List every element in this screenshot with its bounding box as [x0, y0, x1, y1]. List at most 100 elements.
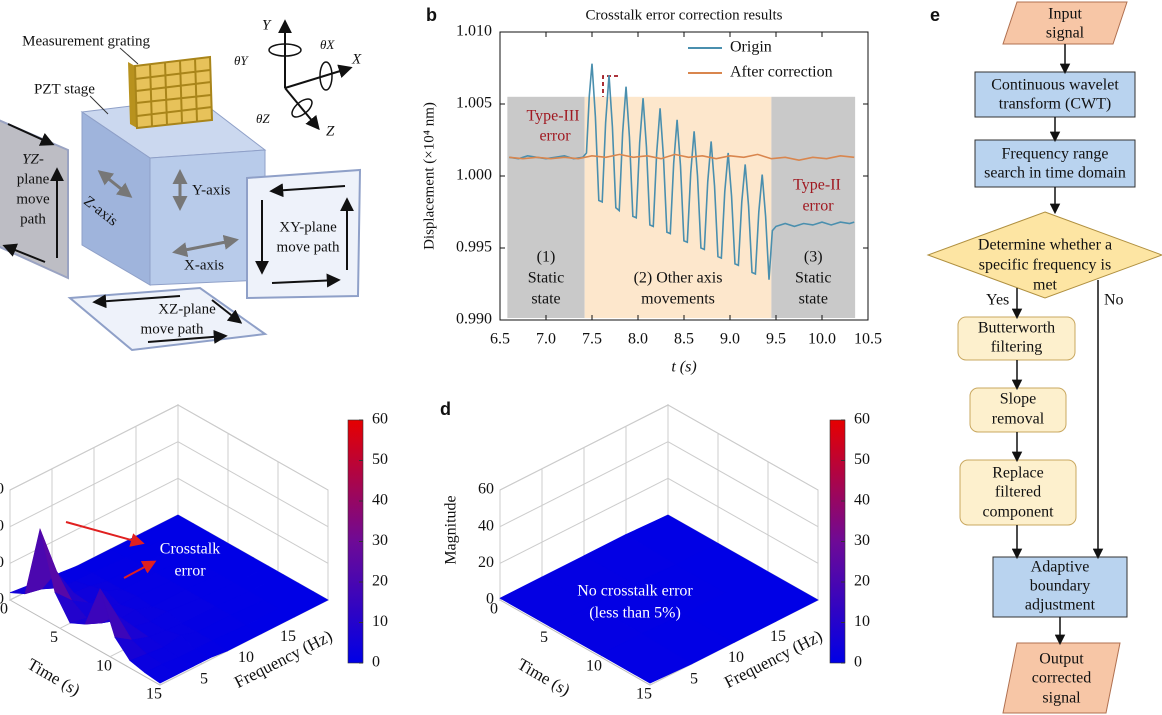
coord-label: θX	[320, 37, 335, 52]
colorbar-tick-label: 0	[854, 654, 862, 671]
z-tick-label: 40	[478, 517, 494, 534]
yz-plane-label: move	[16, 191, 50, 207]
coord-axis	[284, 87, 320, 131]
node-label: adjustment	[1025, 597, 1096, 614]
node-label: corrected	[1032, 670, 1092, 687]
decision-node	[926, 211, 1162, 299]
annotation: Crosstalk	[160, 541, 220, 558]
node-label: Slope	[1000, 391, 1036, 408]
region	[771, 96, 856, 318]
time-tick-label: 0	[0, 601, 8, 618]
series-line	[509, 153, 855, 161]
node-label: signal	[1042, 690, 1081, 707]
node-label: component	[982, 504, 1054, 521]
rotation-mark	[319, 61, 333, 91]
time-tick-label: 15	[146, 686, 162, 703]
time-axis-title: Time (s)	[24, 655, 83, 700]
x-tick-label: 10.5	[854, 331, 882, 348]
time-tick-label: 5	[540, 629, 548, 646]
colorbar-tick-label: 40	[372, 492, 388, 509]
region-label: Static	[528, 270, 564, 287]
colorbar-tick-label: 50	[854, 451, 870, 468]
axis-arrow	[97, 170, 133, 198]
time-tick-label: 0	[490, 601, 498, 618]
colorbar-tick-label: 20	[372, 573, 388, 590]
y-tick-label: 1.000	[456, 167, 492, 184]
legend-label: Origin	[730, 39, 772, 56]
panel-label: e	[930, 5, 940, 25]
x-axis-label: X-axis	[184, 257, 224, 273]
time-axis-title: Time (s)	[514, 655, 573, 700]
xy-plane-label: move path	[277, 239, 340, 255]
y-axis-title: Displacement (×10⁴ nm)	[421, 102, 437, 250]
time-tick-label: 15	[636, 686, 652, 703]
leader-line	[89, 95, 109, 115]
annotation: error	[802, 198, 834, 215]
grid-line	[667, 477, 819, 564]
xy-plane-panel	[246, 168, 362, 300]
node-label: filtered	[995, 484, 1041, 501]
coord-label: X	[351, 51, 362, 67]
yz-plane-label: path	[20, 211, 46, 227]
node-label: filtering	[991, 339, 1043, 356]
annotation: error	[539, 128, 571, 145]
series-line	[509, 63, 855, 280]
z-tick-label: 0	[486, 591, 494, 608]
colorbar-tick-label: 10	[854, 613, 870, 630]
x-tick-label: 9.5	[766, 331, 786, 348]
path-arrow	[147, 329, 228, 344]
z-tick-label: 20	[0, 554, 4, 571]
node-label: Butterworth	[978, 320, 1055, 337]
region-label: state	[799, 291, 828, 308]
region-label: state	[531, 291, 560, 308]
panel-label: b	[426, 5, 437, 25]
annotation: Type-III	[526, 108, 579, 125]
colorbar-tick-label: 50	[372, 451, 388, 468]
xy-plane-label: XY-plane	[279, 219, 337, 235]
time-tick-label: 10	[586, 657, 602, 674]
coord-axis	[284, 64, 353, 89]
grid-line	[667, 441, 819, 528]
process-node	[974, 71, 1136, 118]
frequency-tick-label: 10	[238, 649, 254, 666]
xz-plane-label: move path	[141, 321, 204, 337]
surface-patch	[599, 633, 693, 684]
x-tick-label: 9.0	[720, 331, 740, 348]
coord-label: θY	[234, 53, 249, 68]
node-label: signal	[1046, 25, 1085, 42]
yz-plane-label: YZ-	[22, 151, 44, 167]
grating	[133, 55, 214, 130]
colorbar-tick-label: 20	[854, 573, 870, 590]
y-tick-label: 1.005	[456, 95, 492, 112]
x-tick-label: 10.0	[808, 331, 836, 348]
branch-label: Yes	[986, 292, 1009, 309]
region-label: (3)	[804, 249, 823, 266]
z-tick-label: 60	[0, 481, 4, 498]
x-tick-label: 7.0	[536, 331, 556, 348]
grid-line	[177, 404, 329, 491]
panel-label: d	[440, 399, 451, 419]
region	[507, 96, 585, 318]
flowchart: e Input signal Continuous wavelet transform …	[926, 1, 1162, 714]
surface-patch	[144, 663, 178, 684]
branch-label: No	[1104, 292, 1124, 309]
y-axis-label: Y-axis	[192, 182, 230, 198]
node-label: Determine whether a	[978, 237, 1112, 254]
io-node	[1002, 1, 1128, 45]
node-label: boundary	[1030, 578, 1090, 595]
node-label: met	[1033, 277, 1058, 294]
annotation-arrow	[123, 560, 157, 579]
colorbar-tick-label: 10	[372, 613, 388, 630]
grating-lines	[134, 57, 213, 127]
z-tick-label: 20	[478, 554, 494, 571]
colorbar-tick-label: 60	[854, 411, 870, 428]
region-label: (2) Other axis	[634, 270, 723, 287]
rotation-mark	[291, 98, 313, 118]
region-label: (1)	[537, 249, 556, 266]
z-tick-label: 0	[0, 591, 4, 608]
x-tick-label: 6.5	[490, 331, 510, 348]
